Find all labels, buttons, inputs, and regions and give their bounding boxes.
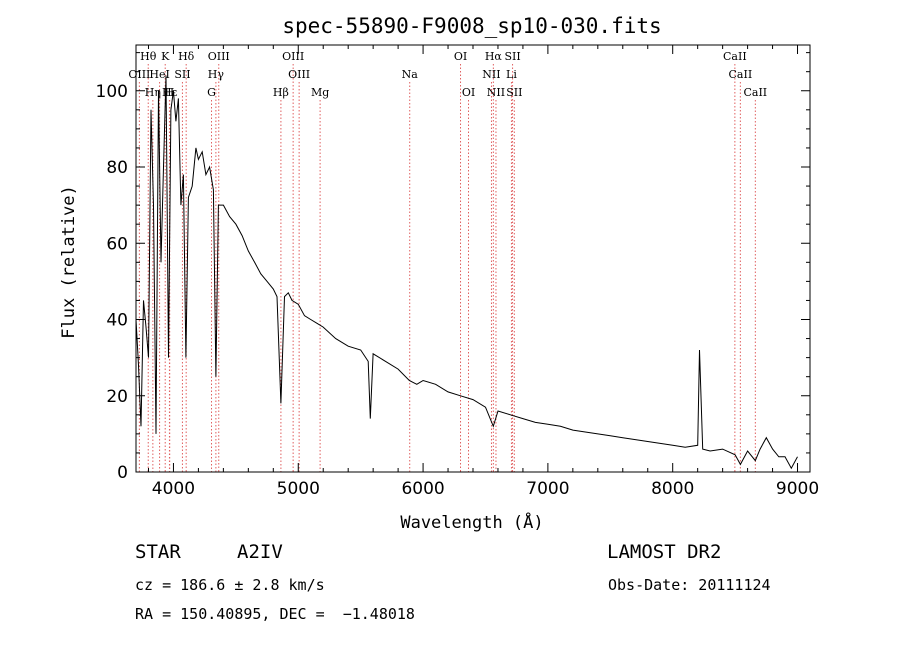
x-axis-ticks: 4000 5000 6000 7000 8000 9000 bbox=[147, 45, 819, 499]
object-subclass: A2IV bbox=[237, 541, 283, 563]
x-tick-label: 7000 bbox=[526, 479, 569, 499]
spectral-line-label: NII bbox=[482, 68, 500, 81]
spectral-line-label: Hα bbox=[485, 50, 503, 63]
spectral-line-label: OIII bbox=[128, 68, 150, 81]
spectral-line-label: Hθ bbox=[140, 50, 157, 63]
x-axis-label: Wavelength (Å) bbox=[400, 511, 543, 533]
y-tick-label: 60 bbox=[106, 234, 128, 254]
y-tick-label: 80 bbox=[106, 158, 128, 178]
y-tick-label: 0 bbox=[117, 463, 128, 483]
x-tick-label: 9000 bbox=[776, 479, 819, 499]
spectral-line-label: OIII bbox=[208, 50, 230, 63]
spectral-line-label: NII bbox=[487, 86, 505, 99]
spectral-line-label: K bbox=[161, 50, 170, 63]
spectral-line-label: HeI bbox=[149, 68, 169, 81]
spectral-line-label: H bbox=[165, 86, 175, 99]
spectral-line-label: SII bbox=[506, 86, 522, 99]
y-tick-label: 40 bbox=[106, 311, 128, 331]
chart-title: spec-55890-F9008_sp10-030.fits bbox=[282, 14, 661, 38]
plot-frame bbox=[135, 44, 811, 473]
spectrum-series-line bbox=[135, 75, 798, 470]
spectral-line-label: G bbox=[207, 86, 216, 99]
spectral-line-label: OI bbox=[454, 50, 467, 63]
spectral-line-label: Mg bbox=[311, 86, 329, 99]
redshift-velocity: cz = 186.6 ± 2.8 km/s bbox=[135, 576, 325, 594]
spectral-line-label: Li bbox=[506, 68, 517, 81]
x-tick-label: 5000 bbox=[277, 479, 320, 499]
spectral-line-label: Hη bbox=[145, 86, 161, 99]
spectral-line-label: Hδ bbox=[178, 50, 195, 63]
spectral-line-label: CaII bbox=[729, 68, 753, 81]
observation-date: Obs-Date: 20111124 bbox=[608, 576, 771, 594]
survey-name: LAMOST DR2 bbox=[607, 541, 722, 563]
x-tick-label: 6000 bbox=[401, 479, 444, 499]
y-axis-ticks: 0 20 40 60 80 100 bbox=[96, 52, 810, 483]
coordinates: RA = 150.40895, DEC = −1.48018 bbox=[135, 605, 415, 623]
spectral-line-label: SII bbox=[174, 68, 190, 81]
spectral-line-label: CaII bbox=[743, 86, 767, 99]
spectral-line-label: CaII bbox=[723, 50, 747, 63]
spectral-line-label: Hγ bbox=[208, 68, 225, 81]
spectral-line-label: OIII bbox=[282, 50, 304, 63]
spectral-line-label: OIII bbox=[288, 68, 310, 81]
object-class: STAR bbox=[135, 541, 181, 563]
y-axis-label: Flux (relative) bbox=[59, 185, 79, 339]
spectral-line-label: OI bbox=[462, 86, 475, 99]
spectral-line-label: Hβ bbox=[273, 86, 289, 99]
spectral-line-label: SII bbox=[504, 50, 520, 63]
spectral-line-markers bbox=[138, 64, 756, 472]
y-tick-label: 100 bbox=[96, 82, 128, 102]
spectral-line-label: Na bbox=[402, 68, 419, 81]
y-tick-label: 20 bbox=[106, 387, 128, 407]
x-tick-label: 4000 bbox=[152, 479, 195, 499]
x-tick-label: 8000 bbox=[651, 479, 694, 499]
